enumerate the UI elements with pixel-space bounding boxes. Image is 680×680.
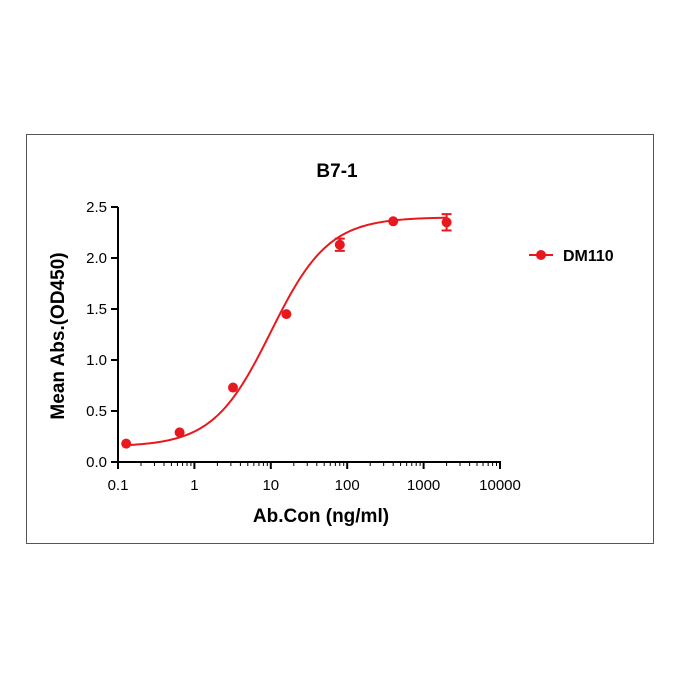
y-tick-label: 0.5	[86, 403, 107, 420]
fit-curve	[126, 216, 447, 447]
y-tick-label: 0.0	[86, 454, 107, 471]
y-tick-label: 2.5	[86, 199, 107, 216]
x-ticks: 0.1 1 10 100 1000 10000	[108, 462, 521, 494]
y-tick-label: 1.0	[86, 352, 107, 369]
x-tick-label: 10	[262, 477, 279, 494]
chart-svg: B7-1 0.1 1 10 100 1000 10000 0.0 0.5 1.0 1.5 2.0 2…	[48, 161, 614, 527]
data-points	[121, 213, 452, 449]
data-point	[334, 239, 345, 250]
chart-title: B7-1	[316, 161, 358, 182]
data-point	[388, 216, 399, 227]
y-axis-title: Mean Abs.(OD450)	[48, 252, 69, 419]
data-point	[441, 217, 452, 228]
x-tick-label: 10000	[479, 477, 521, 494]
y-ticks: 0.0 0.5 1.0 1.5 2.0 2.5	[86, 199, 118, 471]
x-axis-title: Ab.Con (ng/ml)	[253, 506, 389, 527]
legend: DM110	[529, 248, 614, 265]
data-point	[174, 427, 185, 438]
fit-curves	[126, 216, 447, 447]
x-tick-label: 1000	[407, 477, 440, 494]
data-point	[121, 438, 132, 449]
y-tick-label: 1.5	[86, 301, 107, 318]
legend-marker	[536, 250, 546, 260]
x-tick-label: 1	[190, 477, 198, 494]
y-tick-label: 2.0	[86, 250, 107, 267]
x-tick-label: 100	[335, 477, 360, 494]
chart-frame: B7-1 0.1 1 10 100 1000 10000 0.0 0.5 1.0 1.5 2.0 2…	[26, 134, 654, 544]
x-tick-label: 0.1	[108, 477, 129, 494]
data-point	[281, 309, 292, 320]
axes	[117, 207, 501, 463]
data-point	[227, 382, 238, 393]
legend-label: DM110	[563, 248, 614, 265]
